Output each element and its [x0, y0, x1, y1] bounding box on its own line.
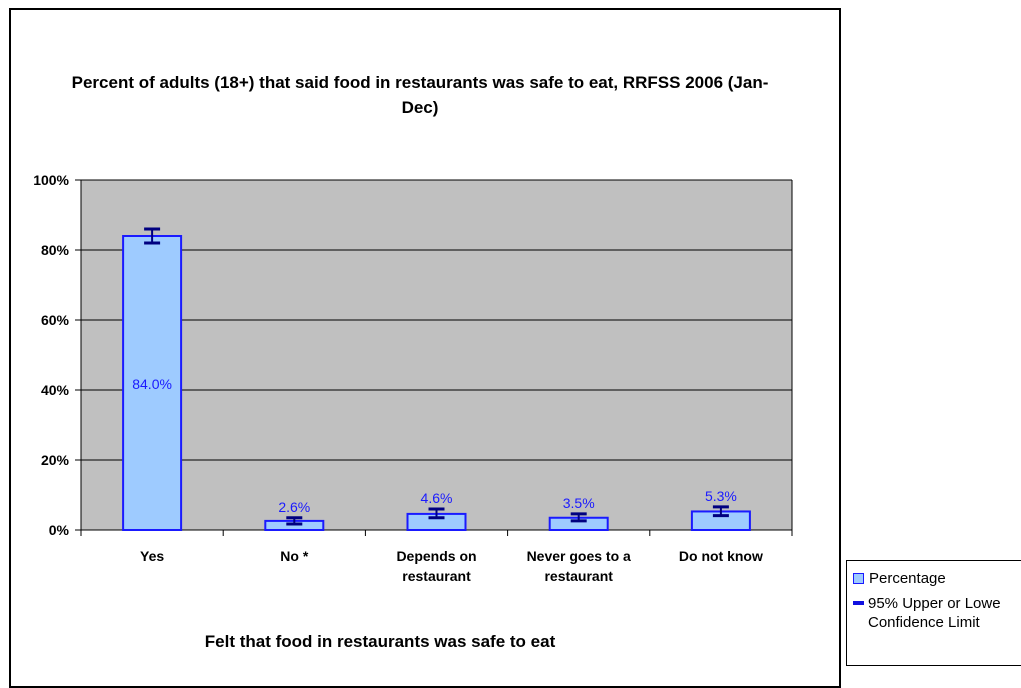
y-tick-label: 40%: [41, 382, 70, 398]
x-tick-label: Do not know: [679, 548, 763, 564]
legend-label-confidence-limit: 95% Upper or Lowe Confidence Limit: [868, 594, 1001, 632]
y-tick-label: 100%: [33, 172, 69, 188]
x-tick-label: restaurant: [402, 568, 471, 584]
x-axis-title: Felt that food in restaurants was safe t…: [204, 632, 556, 651]
data-label: 4.6%: [421, 490, 453, 506]
x-tick-label: Yes: [140, 548, 164, 564]
x-tick-label: restaurant: [544, 568, 613, 584]
percentage-swatch-icon: [853, 573, 864, 584]
data-label: 84.0%: [132, 376, 172, 392]
legend: Percentage 95% Upper or Lowe Confidence …: [846, 560, 1021, 666]
legend-item-percentage: Percentage: [853, 569, 1021, 588]
data-label: 5.3%: [705, 488, 737, 504]
legend-label-confidence-line-1: 95% Upper or Lowe: [868, 595, 1001, 612]
x-tick-label: No *: [280, 548, 309, 564]
legend-label-percentage: Percentage: [869, 570, 946, 587]
y-tick-label: 0%: [49, 522, 70, 538]
plot-background: [81, 180, 792, 530]
legend-item-confidence-limit: 95% Upper or Lowe Confidence Limit: [853, 594, 1021, 632]
legend-label-confidence-line-2: Confidence Limit: [868, 614, 980, 631]
x-tick-label: Depends on: [396, 548, 476, 564]
y-tick-label: 20%: [41, 452, 70, 468]
x-tick-label: Never goes to a: [527, 548, 631, 564]
chart-title: Percent of adults (18+) that said food i…: [71, 73, 769, 117]
plot-area: 0% 20% 40% 60% 80% 100% 84.0% Yes 2.6% No * 4.6% De…: [33, 172, 793, 584]
bar: [122, 235, 183, 531]
data-label: 3.5%: [563, 495, 595, 511]
confidence-limit-swatch-icon: [853, 601, 864, 605]
y-tick-label: 60%: [41, 312, 70, 328]
data-label: 2.6%: [278, 499, 310, 515]
y-tick-label: 80%: [41, 242, 70, 258]
